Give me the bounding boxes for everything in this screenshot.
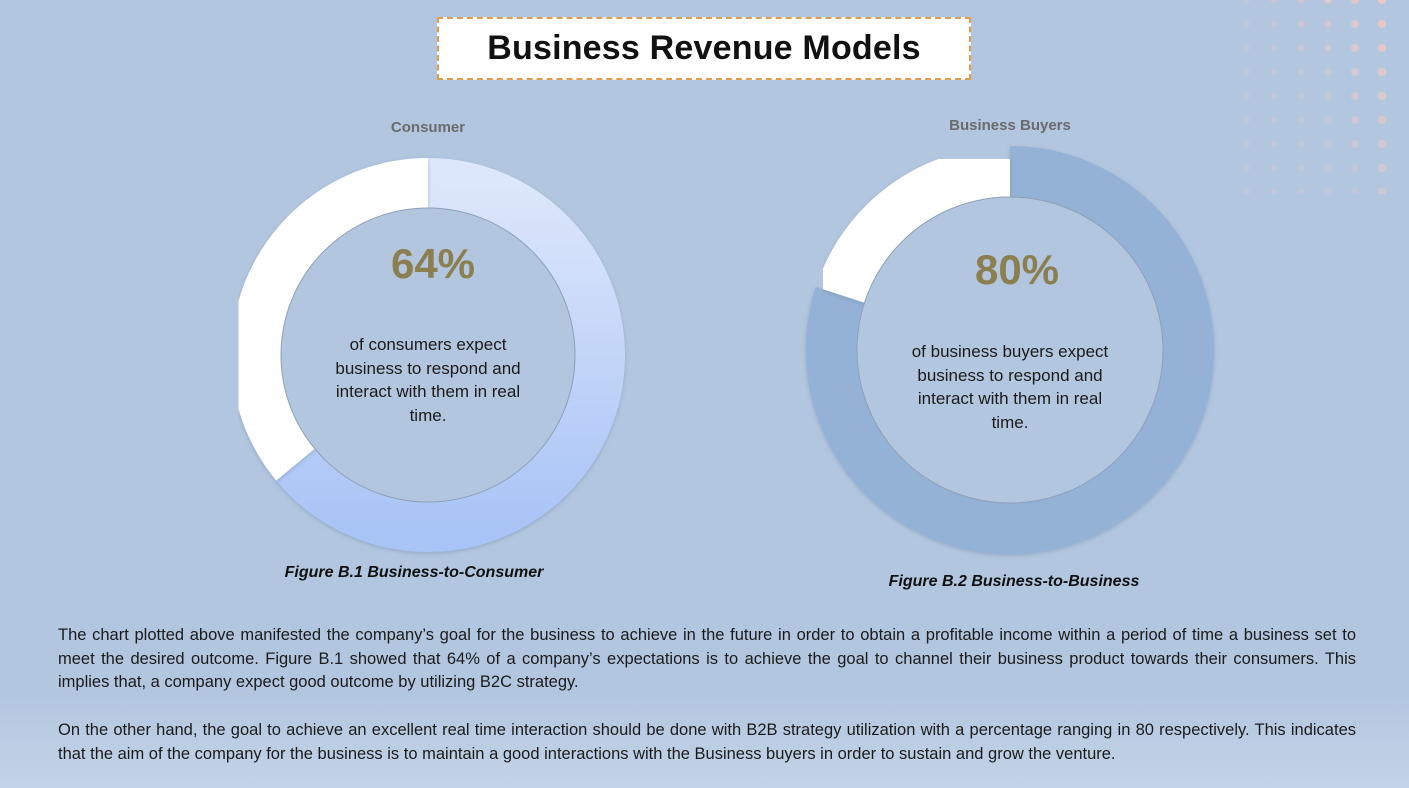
decor-dot (1377, 0, 1387, 5)
decor-dot (1377, 163, 1387, 173)
decor-dot (1377, 187, 1387, 194)
decor-dot (1324, 20, 1332, 28)
decor-dot (1243, 68, 1251, 76)
business-buyers-donut-chart (806, 146, 1214, 554)
decor-dot (1270, 116, 1278, 124)
decor-dot (1351, 188, 1359, 194)
paragraph-1: The chart plotted above manifested the c… (58, 626, 1356, 691)
decor-dot (1351, 68, 1359, 76)
donut-center (856, 196, 1164, 504)
decor-dot (1243, 92, 1251, 100)
decor-dot (1270, 68, 1278, 76)
chart-2-description: of business buyers expect business to re… (911, 342, 1109, 432)
decor-dot (1270, 44, 1278, 52)
figure-b1-caption: Figure B.1 Business-to-Consumer (284, 564, 544, 581)
decor-dot (1270, 92, 1278, 100)
decor-dot (1270, 140, 1278, 148)
decor-dot (1270, 188, 1278, 194)
paragraph-2: On the other hand, the goal to achieve a… (58, 721, 1356, 763)
donut-remainder-segment (815, 146, 1011, 304)
chart-1-percent: 64% (390, 240, 476, 287)
page-title: Business Revenue Models (487, 29, 921, 67)
decor-dot (1377, 43, 1387, 53)
decor-dot (1270, 0, 1278, 4)
decor-dot (1377, 115, 1387, 125)
consumer-donut-chart (231, 158, 625, 552)
chart-2-percent: 80% (974, 246, 1060, 293)
decor-dot (1351, 92, 1359, 100)
decor-dot (1377, 139, 1387, 149)
decor-dot (1297, 68, 1305, 76)
decor-dot (1351, 164, 1359, 172)
decor-dot (1351, 44, 1359, 52)
decor-dot (1270, 20, 1278, 28)
chart-2-label: Business Buyers (949, 117, 1071, 134)
chart-1-label: Consumer (390, 119, 466, 136)
decor-dot (1243, 188, 1251, 194)
decor-dot (1297, 188, 1305, 194)
decor-dot (1324, 0, 1332, 4)
decor-dot (1324, 116, 1332, 124)
decor-dot (1297, 116, 1305, 124)
decor-dot (1243, 0, 1251, 4)
decor-dot (1297, 140, 1305, 148)
decor-dot (1297, 20, 1305, 28)
decor-dot (1243, 44, 1251, 52)
decor-dot (1270, 164, 1278, 172)
decor-dot (1351, 140, 1359, 148)
decor-dot (1377, 67, 1387, 77)
donut-value-segment (276, 158, 625, 552)
decor-dot (1324, 68, 1332, 76)
decor-dot (1297, 0, 1305, 4)
decor-dot (1297, 44, 1305, 52)
decor-dot (1243, 116, 1251, 124)
chart-1-description: of consumers expect business to respond … (335, 335, 521, 425)
decor-dot (1351, 116, 1359, 124)
figure-b2-caption: Figure B.2 Business-to-Business (888, 573, 1140, 590)
donut-center (280, 207, 576, 503)
decor-dot (1324, 188, 1332, 194)
decor-dot (1351, 20, 1359, 28)
decor-dot (1243, 20, 1251, 28)
donut-value-segment (806, 146, 1214, 554)
decor-dot (1377, 19, 1387, 29)
decor-dot (1297, 164, 1305, 172)
donut-remainder-segment (231, 158, 429, 481)
decor-dot (1243, 164, 1251, 172)
decor-dot (1351, 0, 1359, 4)
decor-dot (1324, 44, 1332, 52)
title-box: Business Revenue Models (437, 17, 971, 80)
decor-dot (1324, 140, 1332, 148)
decorative-dot-pattern (1243, 0, 1387, 194)
decor-dot (1377, 91, 1387, 101)
decor-dot (1243, 140, 1251, 148)
decor-dot (1297, 92, 1305, 100)
decor-dot (1324, 92, 1332, 100)
decor-dot (1324, 164, 1332, 172)
